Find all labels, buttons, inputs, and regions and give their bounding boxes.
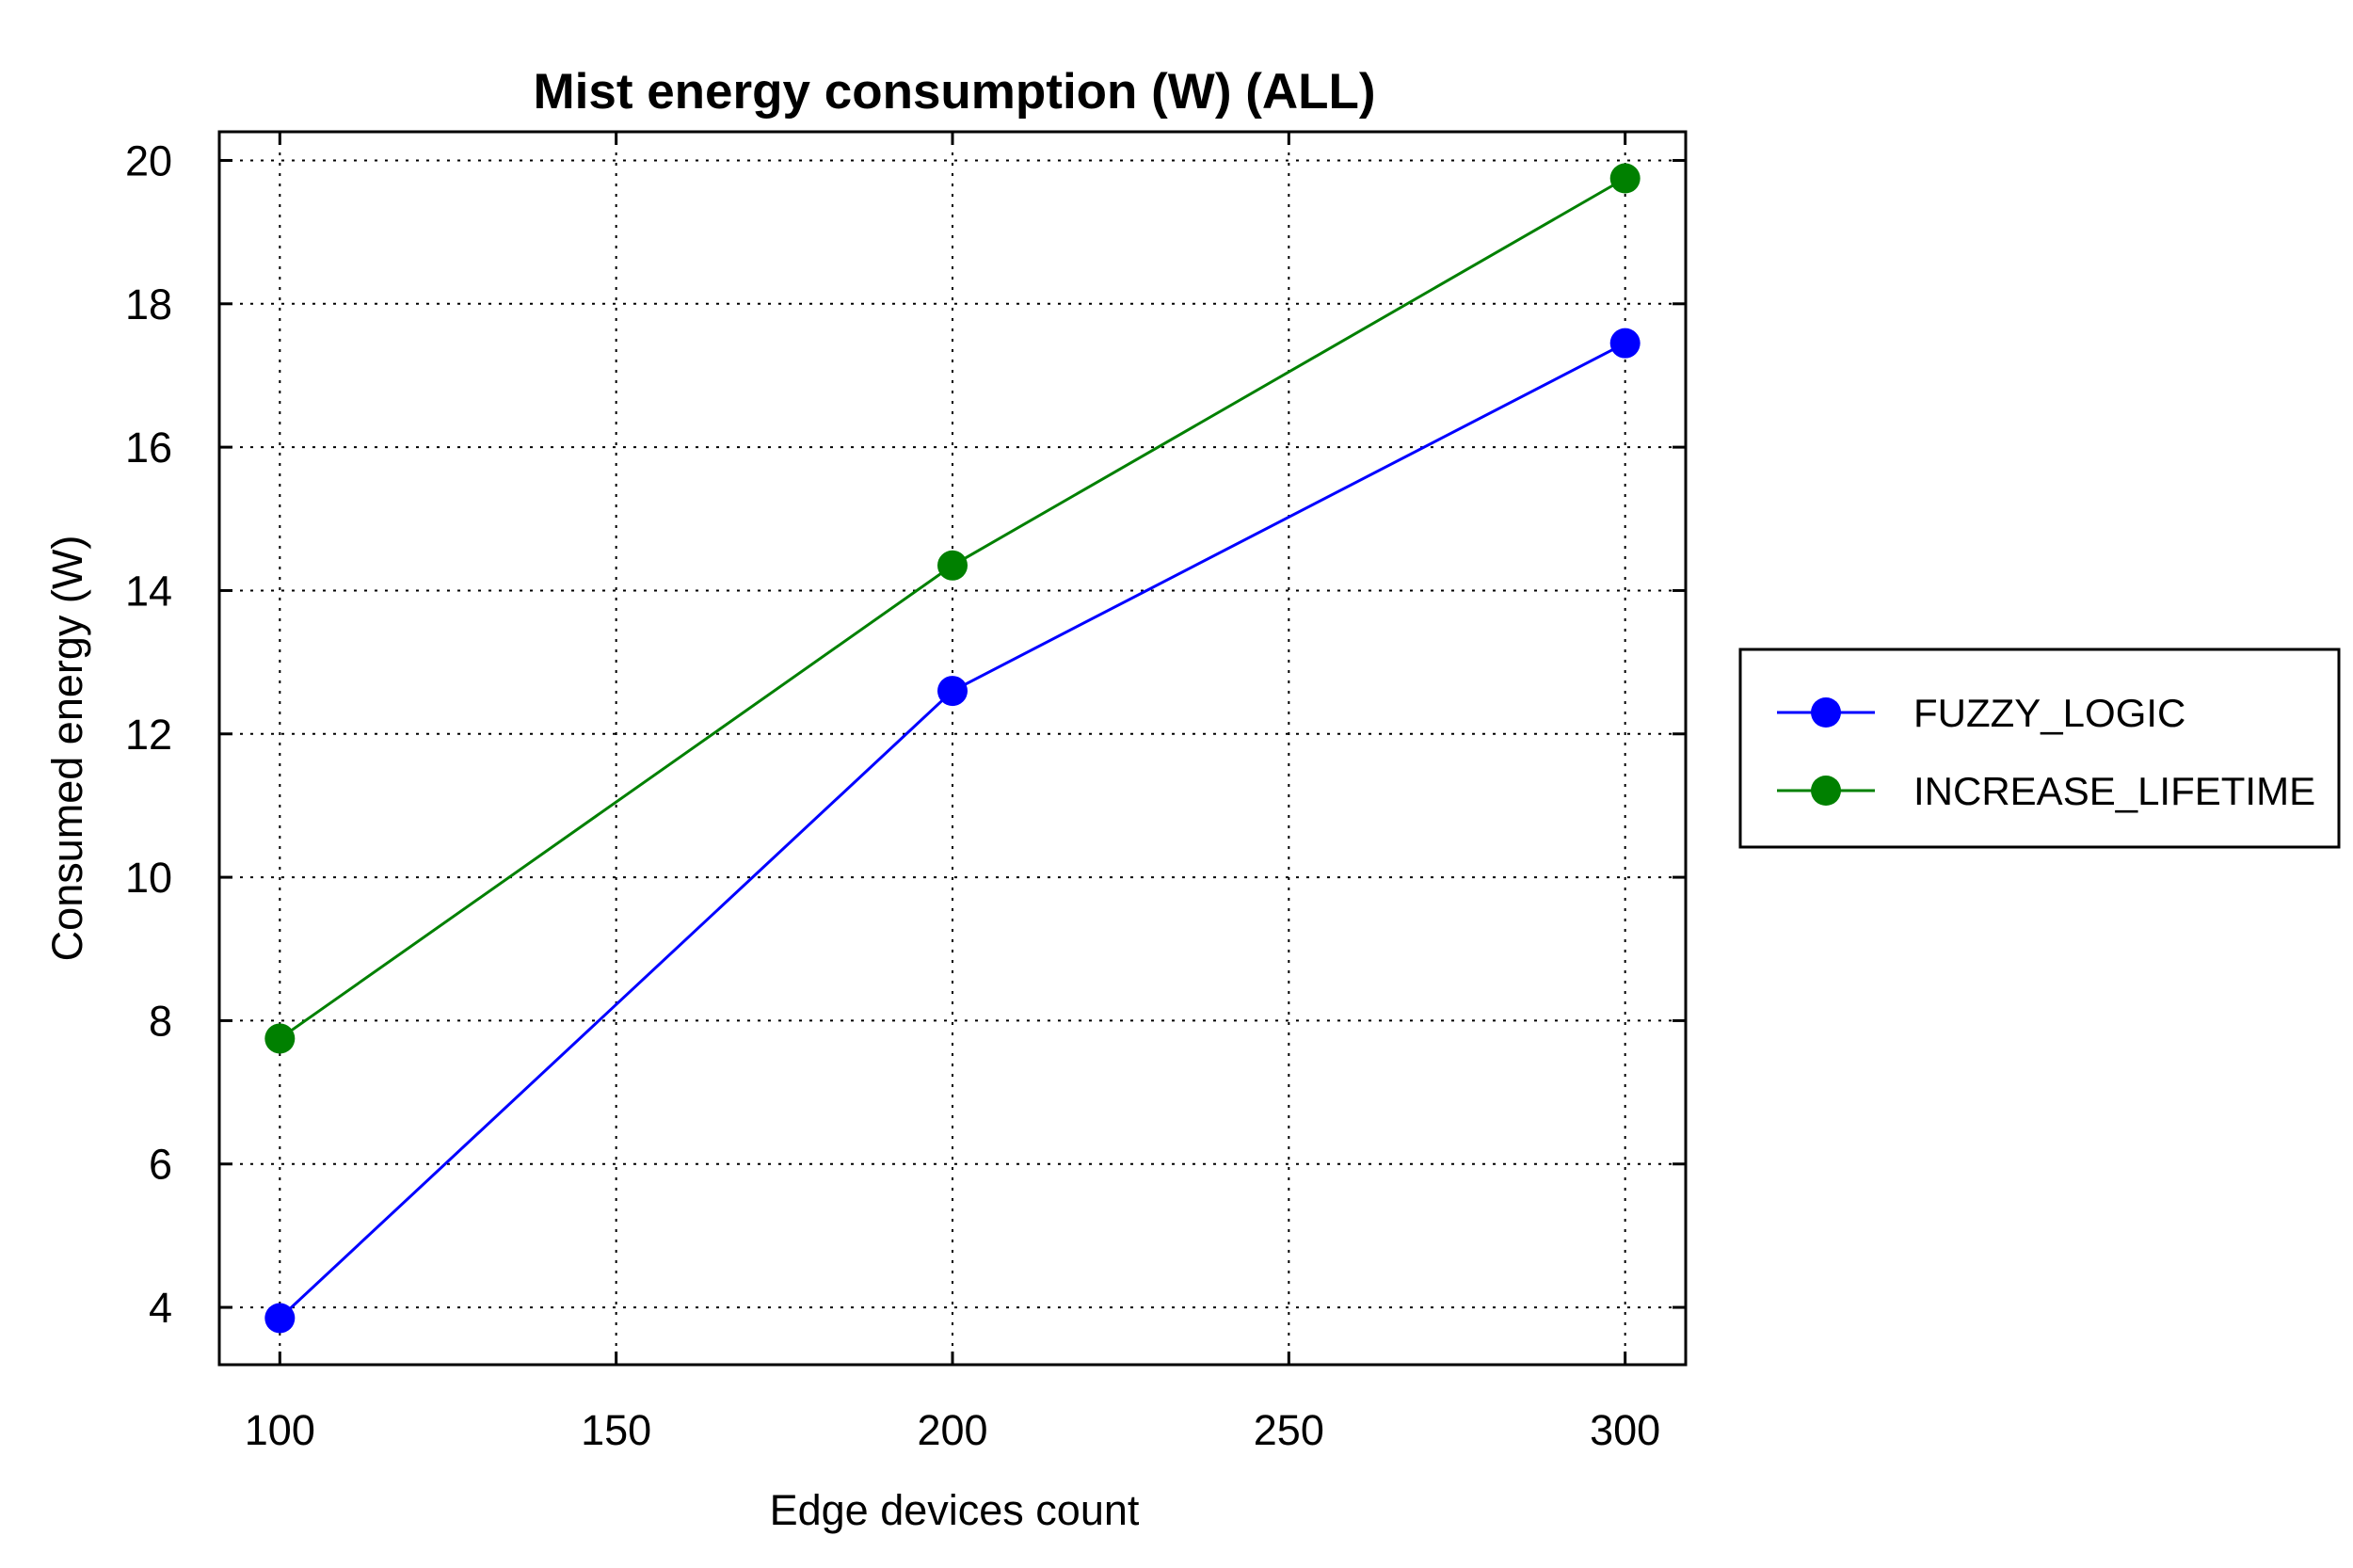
x-tick-label: 300	[1590, 1406, 1660, 1454]
x-tick-label: 250	[1254, 1406, 1324, 1454]
y-tick-label: 18	[125, 280, 172, 328]
x-tick-label: 100	[245, 1406, 315, 1454]
legend-label: FUZZY_LOGIC	[1913, 691, 2185, 735]
y-tick-label: 14	[125, 567, 172, 615]
y-tick-label: 10	[125, 854, 172, 902]
data-point	[1610, 328, 1641, 359]
data-point	[937, 551, 968, 581]
legend: FUZZY_LOGIC INCREASE_LIFETIME	[1740, 649, 2339, 847]
axis-ticks: 100 150 200 250 300 4 6 8 10 12 14 16 18 20	[125, 132, 1686, 1454]
y-tick-label: 20	[125, 136, 172, 184]
y-axis-label: Consumed energy (W)	[43, 536, 91, 962]
y-tick-label: 8	[149, 997, 172, 1045]
data-point	[1610, 164, 1641, 194]
x-tick-label: 150	[581, 1406, 651, 1454]
legend-marker	[1811, 697, 1841, 728]
chart-title: Mist energy consumption (W) (ALL)	[533, 64, 1375, 120]
data-point	[264, 1303, 295, 1333]
y-tick-label: 12	[125, 711, 172, 759]
x-axis-label: Edge devices count	[770, 1486, 1140, 1534]
legend-marker	[1811, 776, 1841, 806]
series-line	[280, 344, 1625, 1319]
y-tick-label: 16	[125, 424, 172, 472]
data-point	[264, 1023, 295, 1053]
y-tick-label: 4	[149, 1284, 172, 1332]
data-point	[937, 676, 968, 706]
legend-box	[1740, 649, 2339, 847]
legend-label: INCREASE_LIFETIME	[1913, 769, 2315, 813]
x-tick-label: 200	[917, 1406, 987, 1454]
y-tick-label: 6	[149, 1141, 172, 1189]
grid	[219, 132, 1686, 1365]
series-fuzzy-logic	[264, 328, 1640, 1334]
